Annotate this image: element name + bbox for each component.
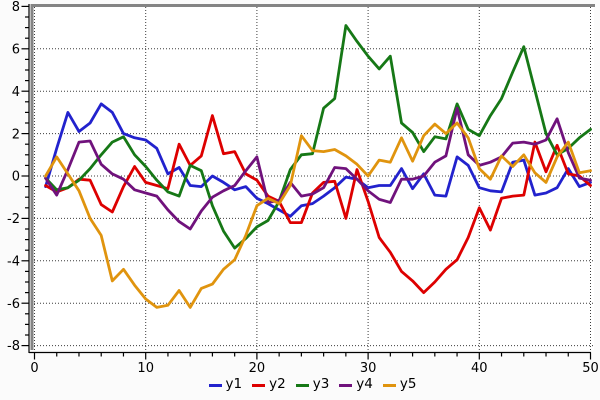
legend-item-y1: y1 — [208, 376, 243, 393]
legend-item-y5: y5 — [382, 376, 417, 393]
y-axis-label-8: 8 — [12, 0, 20, 15]
series-line-y3 — [44, 24, 592, 250]
y-axis-label-4: 4 — [12, 85, 20, 100]
y-axis-label-2: 2 — [12, 128, 20, 143]
axis-ticks — [21, 5, 592, 360]
legend-label-y1: y1 — [225, 376, 243, 393]
x-axis-label-40: 40 — [471, 361, 488, 376]
y-axis-label-6: 6 — [12, 43, 20, 58]
y-axis-label-0: 0 — [12, 170, 20, 185]
legend-item-y4: y4 — [339, 378, 373, 392]
series-lines — [44, 24, 592, 309]
series-line-y5 — [44, 121, 592, 309]
legend-label-y5: y5 — [399, 376, 417, 393]
y-axis-label--2: -2 — [7, 212, 20, 227]
y-axis-label--4: -4 — [7, 255, 20, 270]
x-axis-label-50: 50 — [582, 361, 599, 376]
legend-swatch-y3 — [295, 383, 309, 387]
legend-item-y2: y2 — [252, 378, 286, 392]
y-axis-labels: 8 6 4 2 0 -2 -4 -6 -8 — [7, 0, 20, 354]
legend: y1 y2 y3 y4 y5 — [31, 375, 594, 395]
plot-frame — [28, 4, 595, 354]
legend-swatch-y4 — [339, 383, 353, 387]
legend-label-y3: y3 — [312, 376, 330, 393]
legend-swatch-y1 — [208, 383, 222, 387]
x-axis-label-30: 30 — [360, 361, 377, 376]
x-axis-label-0: 0 — [30, 361, 38, 376]
legend-swatch-y5 — [382, 383, 396, 387]
x-axis-labels: 0 10 20 30 40 50 — [30, 361, 598, 376]
y-axis-label--6: -6 — [7, 297, 20, 312]
legend-swatch-y2 — [252, 383, 266, 387]
series-line-y2 — [44, 114, 592, 295]
series-line-y1 — [44, 102, 592, 218]
x-axis-label-20: 20 — [249, 361, 266, 376]
x-axis-label-10: 10 — [137, 361, 154, 376]
legend-label-y4: y4 — [356, 376, 373, 393]
legend-item-y3: y3 — [295, 376, 330, 393]
y-axis-label--8: -8 — [7, 339, 20, 354]
legend-label-y2: y2 — [269, 376, 286, 393]
plot-area — [31, 4, 594, 350]
